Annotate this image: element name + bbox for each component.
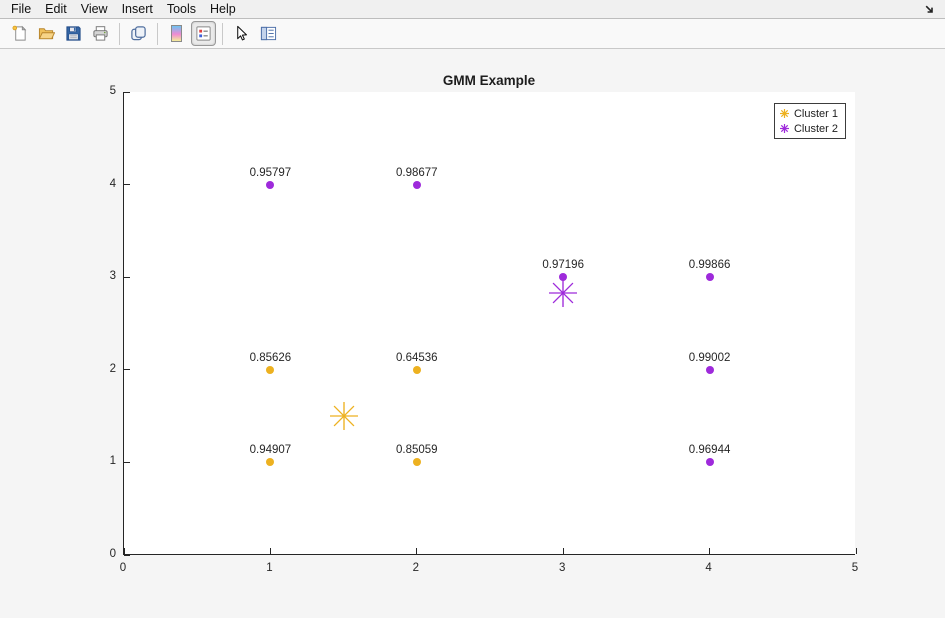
data-point-label: 0.94907	[249, 444, 292, 457]
y-tick-label: 2	[109, 362, 116, 375]
new-figure-button[interactable]	[7, 21, 32, 46]
x-tick	[123, 548, 125, 554]
legend-toggle-button[interactable]	[191, 21, 216, 46]
toolbar-separator	[119, 22, 120, 45]
legend-label: Cluster 1	[793, 107, 838, 120]
x-tick	[562, 548, 564, 554]
data-point-label: 0.97196	[542, 259, 584, 272]
undock-button[interactable]	[919, 0, 939, 18]
cluster-center-marker	[329, 401, 359, 431]
legend-entry: Cluster 2	[779, 121, 838, 136]
data-point-label: 0.99002	[688, 351, 731, 364]
toolbar-separator	[222, 22, 223, 45]
data-point-label: 0.85059	[396, 444, 438, 457]
data-point-label: 0.64536	[396, 351, 438, 364]
menu-insert[interactable]: Insert	[121, 2, 153, 16]
y-tick-label: 1	[109, 455, 116, 468]
plot-area: Cluster 1 Cluster 2 0.85626 0.64536 0.94907…	[123, 91, 857, 556]
data-point-label: 0.95797	[249, 166, 292, 179]
y-tick	[124, 276, 130, 278]
asterisk-marker-icon	[779, 123, 791, 135]
cluster-center-marker	[548, 278, 578, 308]
data-point	[705, 273, 714, 282]
print-figure-icon	[92, 25, 109, 42]
x-tick-label: 3	[558, 562, 566, 574]
data-point-label: 0.98677	[396, 166, 438, 179]
data-point	[412, 458, 421, 467]
copy-clipboard-icon	[130, 25, 147, 42]
print-figure-button[interactable]	[88, 21, 113, 46]
data-point-label: 0.96944	[688, 444, 731, 457]
x-tick-label: 0	[119, 562, 127, 574]
select-pointer-icon	[233, 25, 250, 42]
data-point	[705, 365, 714, 374]
menu-bar: File Edit View Insert Tools Help	[0, 0, 945, 19]
data-point	[412, 365, 421, 374]
x-tick	[855, 548, 857, 554]
colormap-button[interactable]	[164, 21, 189, 46]
y-tick-label: 4	[109, 177, 116, 190]
properties-panel-button[interactable]	[256, 21, 281, 46]
data-point	[266, 365, 275, 374]
y-tick	[124, 91, 130, 93]
y-tick	[124, 461, 130, 463]
save-figure-icon	[65, 25, 82, 42]
data-point-label: 0.85626	[249, 351, 292, 364]
save-figure-button[interactable]	[61, 21, 86, 46]
x-tick	[709, 548, 711, 554]
legend-entry: Cluster 1	[779, 106, 838, 121]
x-tick-label: 4	[705, 562, 712, 574]
y-tick-label: 5	[109, 85, 116, 97]
select-pointer-button[interactable]	[229, 21, 254, 46]
legend-toggle-icon	[195, 25, 212, 42]
x-tick-label: 2	[412, 562, 419, 574]
menu-edit[interactable]: Edit	[45, 2, 67, 16]
new-figure-icon	[11, 25, 28, 42]
figure-canvas: GMM Example Cluster 1 Cluster 2 0.85626 0.…	[0, 49, 945, 618]
y-tick	[124, 554, 130, 556]
asterisk-marker-icon	[779, 108, 791, 120]
data-point	[559, 273, 568, 282]
y-tick-label: 3	[109, 270, 116, 283]
x-tick-label: 5	[851, 562, 859, 574]
colormap-icon	[171, 25, 182, 42]
properties-panel-icon	[260, 25, 277, 42]
y-tick	[124, 369, 130, 371]
menu-items: File Edit View Insert Tools Help	[0, 0, 919, 18]
legend: Cluster 1 Cluster 2	[773, 103, 846, 139]
menu-file[interactable]: File	[11, 2, 32, 16]
x-tick-label: 1	[266, 562, 273, 574]
data-point-label: 0.99866	[688, 259, 731, 272]
x-tick	[269, 548, 271, 554]
data-point	[266, 458, 275, 467]
figure-toolbar	[0, 19, 945, 49]
menu-tools[interactable]: Tools	[166, 2, 197, 16]
menu-view[interactable]: View	[80, 2, 108, 16]
x-tick	[416, 548, 418, 554]
y-tick-label: 0	[109, 548, 116, 560]
open-figure-button[interactable]	[34, 21, 59, 46]
y-tick	[124, 184, 130, 186]
legend-label: Cluster 2	[793, 122, 838, 135]
dock-arrow-icon	[924, 4, 935, 15]
toolbar-separator	[157, 22, 158, 45]
data-point	[266, 180, 275, 189]
menu-help[interactable]: Help	[210, 2, 236, 16]
plot-title: GMM Example	[442, 73, 536, 88]
data-point	[412, 180, 421, 189]
copy-clipboard-button[interactable]	[126, 21, 151, 46]
data-point	[705, 458, 714, 467]
open-figure-icon	[38, 25, 55, 42]
